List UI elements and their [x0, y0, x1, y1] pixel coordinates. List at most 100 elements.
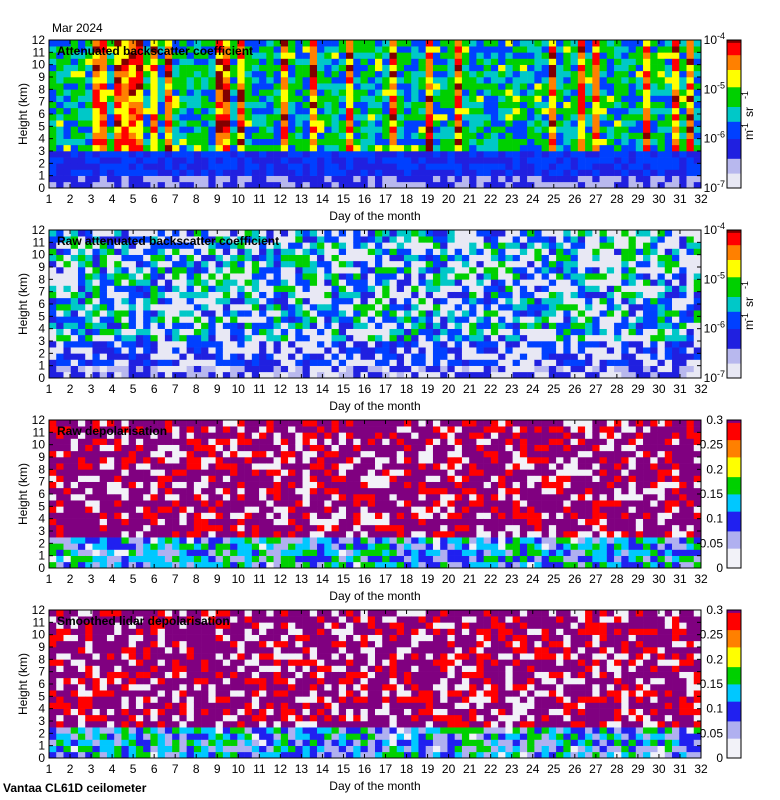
y-tick-label: 2 [38, 346, 45, 360]
x-tick-label: 17 [379, 382, 393, 396]
x-tick-label: 20 [442, 572, 456, 586]
x-tick-label: 10 [232, 192, 246, 206]
x-axis-label: Day of the month [329, 399, 420, 413]
x-tick-label: 11 [253, 382, 266, 396]
y-tick-label: 3 [38, 144, 45, 158]
y-tick-label: 5 [38, 689, 45, 703]
x-tick-label: 20 [442, 192, 456, 206]
x-tick-label: 25 [547, 382, 561, 396]
chart-panel-1: Attenuated backscatter coefficient012345… [16, 31, 756, 223]
y-tick-label: 11 [33, 615, 46, 629]
instrument-label: Vantaa CL61D ceilometer [3, 781, 147, 795]
x-tick-label: 11 [253, 572, 266, 586]
x-tick-label: 17 [379, 192, 393, 206]
x-tick-label: 14 [316, 192, 330, 206]
y-tick-label: 0 [38, 371, 45, 385]
x-tick-label: 25 [547, 572, 561, 586]
x-tick-label: 8 [193, 382, 200, 396]
x-tick-label: 9 [214, 192, 221, 206]
x-tick-label: 30 [652, 192, 666, 206]
x-tick-label: 31 [673, 762, 687, 776]
y-tick-label: 9 [38, 640, 45, 654]
chart-title: Smoothed lidar depolarisation [57, 614, 230, 628]
x-tick-label: 18 [400, 762, 414, 776]
colorbar-tick: 10 [704, 322, 718, 336]
x-tick-label: 12 [274, 762, 288, 776]
x-tick-label: 5 [130, 382, 137, 396]
x-tick-label: 2 [67, 572, 74, 586]
x-tick-label: 14 [316, 572, 330, 586]
chart-panel-2: Raw attenuated backscatter coefficient01… [16, 221, 756, 413]
x-tick-label: 1 [46, 762, 53, 776]
colorbar-tick: 0.1 [706, 512, 723, 526]
x-tick-label: 18 [400, 572, 414, 586]
x-tick-label: 13 [295, 762, 309, 776]
x-tick-label: 13 [295, 382, 309, 396]
x-tick-label: 31 [673, 192, 687, 206]
x-tick-label: 32 [694, 192, 708, 206]
y-tick-label: 0 [38, 751, 45, 765]
x-tick-label: 29 [631, 762, 645, 776]
y-tick-label: 12 [32, 223, 46, 237]
y-tick-label: 12 [32, 603, 46, 617]
colorbar-tick: 0.05 [700, 536, 724, 550]
x-tick-label: 19 [421, 572, 435, 586]
svg-text:-1: -1 [740, 91, 750, 99]
colorbar-tick: 0.3 [706, 603, 723, 617]
y-tick-label: 3 [38, 524, 45, 538]
x-tick-label: 6 [151, 192, 158, 206]
x-tick-label: 21 [463, 382, 477, 396]
svg-text:-6: -6 [717, 130, 725, 140]
y-tick-label: 10 [32, 248, 46, 262]
chart-panel-4: Smoothed lidar depolarisation01234567891… [16, 603, 742, 793]
x-tick-label: 1 [46, 382, 53, 396]
colorbar-tick: 10 [704, 223, 718, 237]
y-tick-label: 2 [38, 536, 45, 550]
x-tick-label: 23 [505, 382, 519, 396]
colorbar-tick: 10 [704, 132, 718, 146]
y-tick-label: 6 [38, 677, 45, 691]
colorbar-unit: m-1sr-1 [740, 281, 756, 330]
x-tick-label: 28 [610, 572, 624, 586]
x-tick-label: 15 [337, 572, 351, 586]
y-tick-label: 4 [38, 132, 45, 146]
x-tick-label: 32 [694, 572, 708, 586]
x-tick-label: 32 [694, 382, 708, 396]
x-tick-label: 1 [46, 192, 53, 206]
y-tick-label: 9 [38, 70, 45, 84]
x-tick-label: 4 [109, 572, 116, 586]
x-tick-label: 24 [526, 762, 540, 776]
x-tick-label: 25 [547, 762, 561, 776]
x-tick-label: 21 [463, 192, 477, 206]
heatmap-cells [49, 610, 702, 759]
chart-title: Raw depolarisation [57, 424, 167, 438]
x-tick-label: 4 [109, 192, 116, 206]
y-tick-label: 1 [38, 169, 45, 183]
svg-text:-4: -4 [717, 31, 725, 41]
y-tick-label: 8 [38, 82, 45, 96]
x-tick-label: 7 [172, 382, 179, 396]
y-tick-label: 7 [38, 95, 45, 109]
x-tick-label: 22 [484, 572, 498, 586]
svg-text:-7: -7 [717, 179, 725, 189]
y-tick-label: 3 [38, 334, 45, 348]
x-tick-label: 7 [172, 762, 179, 776]
y-tick-label: 7 [38, 285, 45, 299]
x-tick-label: 19 [421, 382, 435, 396]
x-tick-label: 19 [421, 192, 435, 206]
heatmap-cells [49, 420, 702, 569]
x-tick-label: 28 [610, 192, 624, 206]
y-tick-label: 7 [38, 665, 45, 679]
colorbar-tick: 0.15 [700, 487, 724, 501]
y-tick-label: 3 [38, 714, 45, 728]
y-tick-label: 7 [38, 475, 45, 489]
x-tick-label: 18 [400, 192, 414, 206]
chart-title: Attenuated backscatter coefficient [57, 44, 253, 58]
y-tick-label: 0 [38, 181, 45, 195]
colorbar: 0 0.05 0.1 0.15 0.2 0.25 0.3 [700, 603, 742, 765]
x-tick-label: 26 [568, 382, 582, 396]
y-tick-label: 11 [33, 425, 46, 439]
y-axis-label: Height (km) [16, 83, 30, 145]
x-tick-label: 27 [589, 192, 603, 206]
